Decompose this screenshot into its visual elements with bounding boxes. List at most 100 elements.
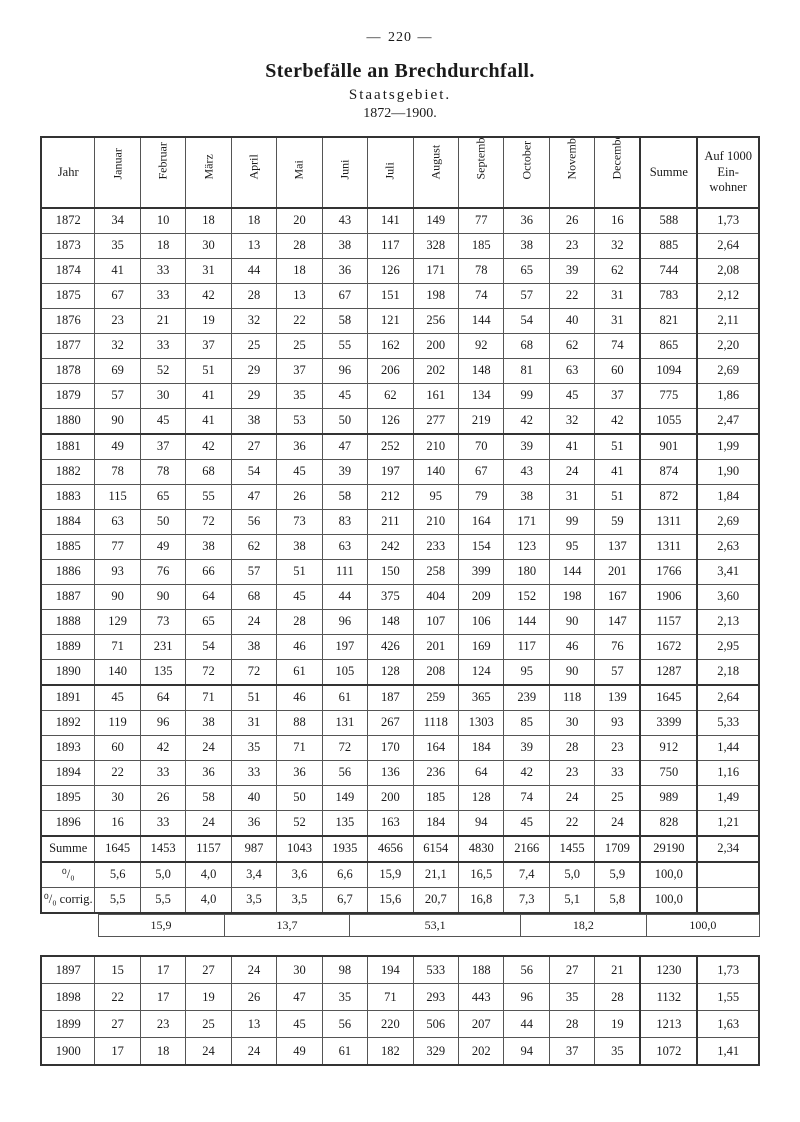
cell: 207 <box>459 1011 504 1038</box>
cell: 1,73 <box>697 956 759 984</box>
table-row: 188971231543846197426201169117467616722,… <box>41 635 759 660</box>
cell: 78 <box>459 259 504 284</box>
main-table: Jahr Januar Februar März April Mai Juni … <box>40 136 760 914</box>
cell: 148 <box>368 610 413 635</box>
cell: 16 <box>95 811 140 837</box>
cell: 1895 <box>41 786 95 811</box>
cell: 44 <box>504 1011 549 1038</box>
cell: 74 <box>459 284 504 309</box>
cell: 64 <box>186 585 231 610</box>
cell: 201 <box>595 560 640 585</box>
cell: 63 <box>322 535 367 560</box>
cell: 200 <box>368 786 413 811</box>
table-row: 18936042243571721701641843928239121,44 <box>41 736 759 761</box>
cell: 131 <box>322 711 367 736</box>
extras-cell: 15,9 <box>98 915 224 937</box>
cell: 18 <box>140 234 185 259</box>
cell: 107 <box>413 610 458 635</box>
extras-cell: 53,1 <box>350 915 521 937</box>
cell: 38 <box>231 409 276 435</box>
cell: 1,63 <box>697 1011 759 1038</box>
cell: 35 <box>231 736 276 761</box>
cell: 150 <box>368 560 413 585</box>
cell: 1213 <box>640 1011 697 1038</box>
cell: 5,8 <box>595 888 640 914</box>
cell: 47 <box>277 984 322 1011</box>
cell: 99 <box>549 510 594 535</box>
cell: 38 <box>231 635 276 660</box>
table-row: 1875673342281367151198745722317832,12 <box>41 284 759 309</box>
cell: 987 <box>231 836 276 862</box>
cell: 277 <box>413 409 458 435</box>
cell: 56 <box>322 1011 367 1038</box>
cell: 128 <box>368 660 413 686</box>
cell: 1118 <box>413 711 458 736</box>
cell: 1887 <box>41 585 95 610</box>
cell: 1892 <box>41 711 95 736</box>
cell: 19 <box>595 1011 640 1038</box>
cell: 267 <box>368 711 413 736</box>
cell: 1881 <box>41 434 95 460</box>
cell: 23 <box>549 234 594 259</box>
cell: 73 <box>140 610 185 635</box>
extras-cell: 18,2 <box>520 915 646 937</box>
cell: 35 <box>277 384 322 409</box>
cell: 54 <box>504 309 549 334</box>
cell: 45 <box>140 409 185 435</box>
cell: 72 <box>231 660 276 686</box>
cell: 1709 <box>595 836 640 862</box>
cell: 40 <box>231 786 276 811</box>
cell: 2166 <box>504 836 549 862</box>
cell: 31 <box>595 309 640 334</box>
cell: 96 <box>140 711 185 736</box>
cell: 46 <box>277 635 322 660</box>
cell: 38 <box>504 234 549 259</box>
col-month: Mai <box>277 137 322 208</box>
col-month: Juli <box>368 137 413 208</box>
cell: 3,60 <box>697 585 759 610</box>
cell: 1899 <box>41 1011 95 1038</box>
cell: 242 <box>368 535 413 560</box>
cell: 161 <box>413 384 458 409</box>
cell: 211 <box>368 510 413 535</box>
cell: 506 <box>413 1011 458 1038</box>
cell: 1311 <box>640 535 697 560</box>
cell: 57 <box>231 560 276 585</box>
cell: 13 <box>231 234 276 259</box>
cell: 90 <box>95 585 140 610</box>
cell: 194 <box>368 956 413 984</box>
cell: 24 <box>231 956 276 984</box>
cell: 3,5 <box>231 888 276 914</box>
cell: 2,64 <box>697 234 759 259</box>
cell: 50 <box>140 510 185 535</box>
cell: 51 <box>595 485 640 510</box>
cell: 821 <box>640 309 697 334</box>
cell: 64 <box>140 685 185 711</box>
cell: 95 <box>504 660 549 686</box>
cell: 775 <box>640 384 697 409</box>
cell: 51 <box>277 560 322 585</box>
cell: 56 <box>504 956 549 984</box>
cell: 1672 <box>640 635 697 660</box>
cell: 872 <box>640 485 697 510</box>
cell: 61 <box>322 1038 367 1066</box>
cell: 1,90 <box>697 460 759 485</box>
cell: 865 <box>640 334 697 359</box>
cell: 1,41 <box>697 1038 759 1066</box>
cell: Summe <box>41 836 95 862</box>
cell: 111 <box>322 560 367 585</box>
cell: 28 <box>549 736 594 761</box>
cell: 5,1 <box>549 888 594 914</box>
cell: 21,1 <box>413 862 458 888</box>
cell: 24 <box>186 736 231 761</box>
cell: 162 <box>368 334 413 359</box>
table-row: 189715172724309819453318856272112301,73 <box>41 956 759 984</box>
cell: 1890 <box>41 660 95 686</box>
cell: 828 <box>640 811 697 837</box>
cell: 201 <box>413 635 458 660</box>
cell: 30 <box>140 384 185 409</box>
cell: 54 <box>186 635 231 660</box>
table-row: 18982217192647357129344396352811321,55 <box>41 984 759 1011</box>
cell: 62 <box>595 259 640 284</box>
cell: 6154 <box>413 836 458 862</box>
